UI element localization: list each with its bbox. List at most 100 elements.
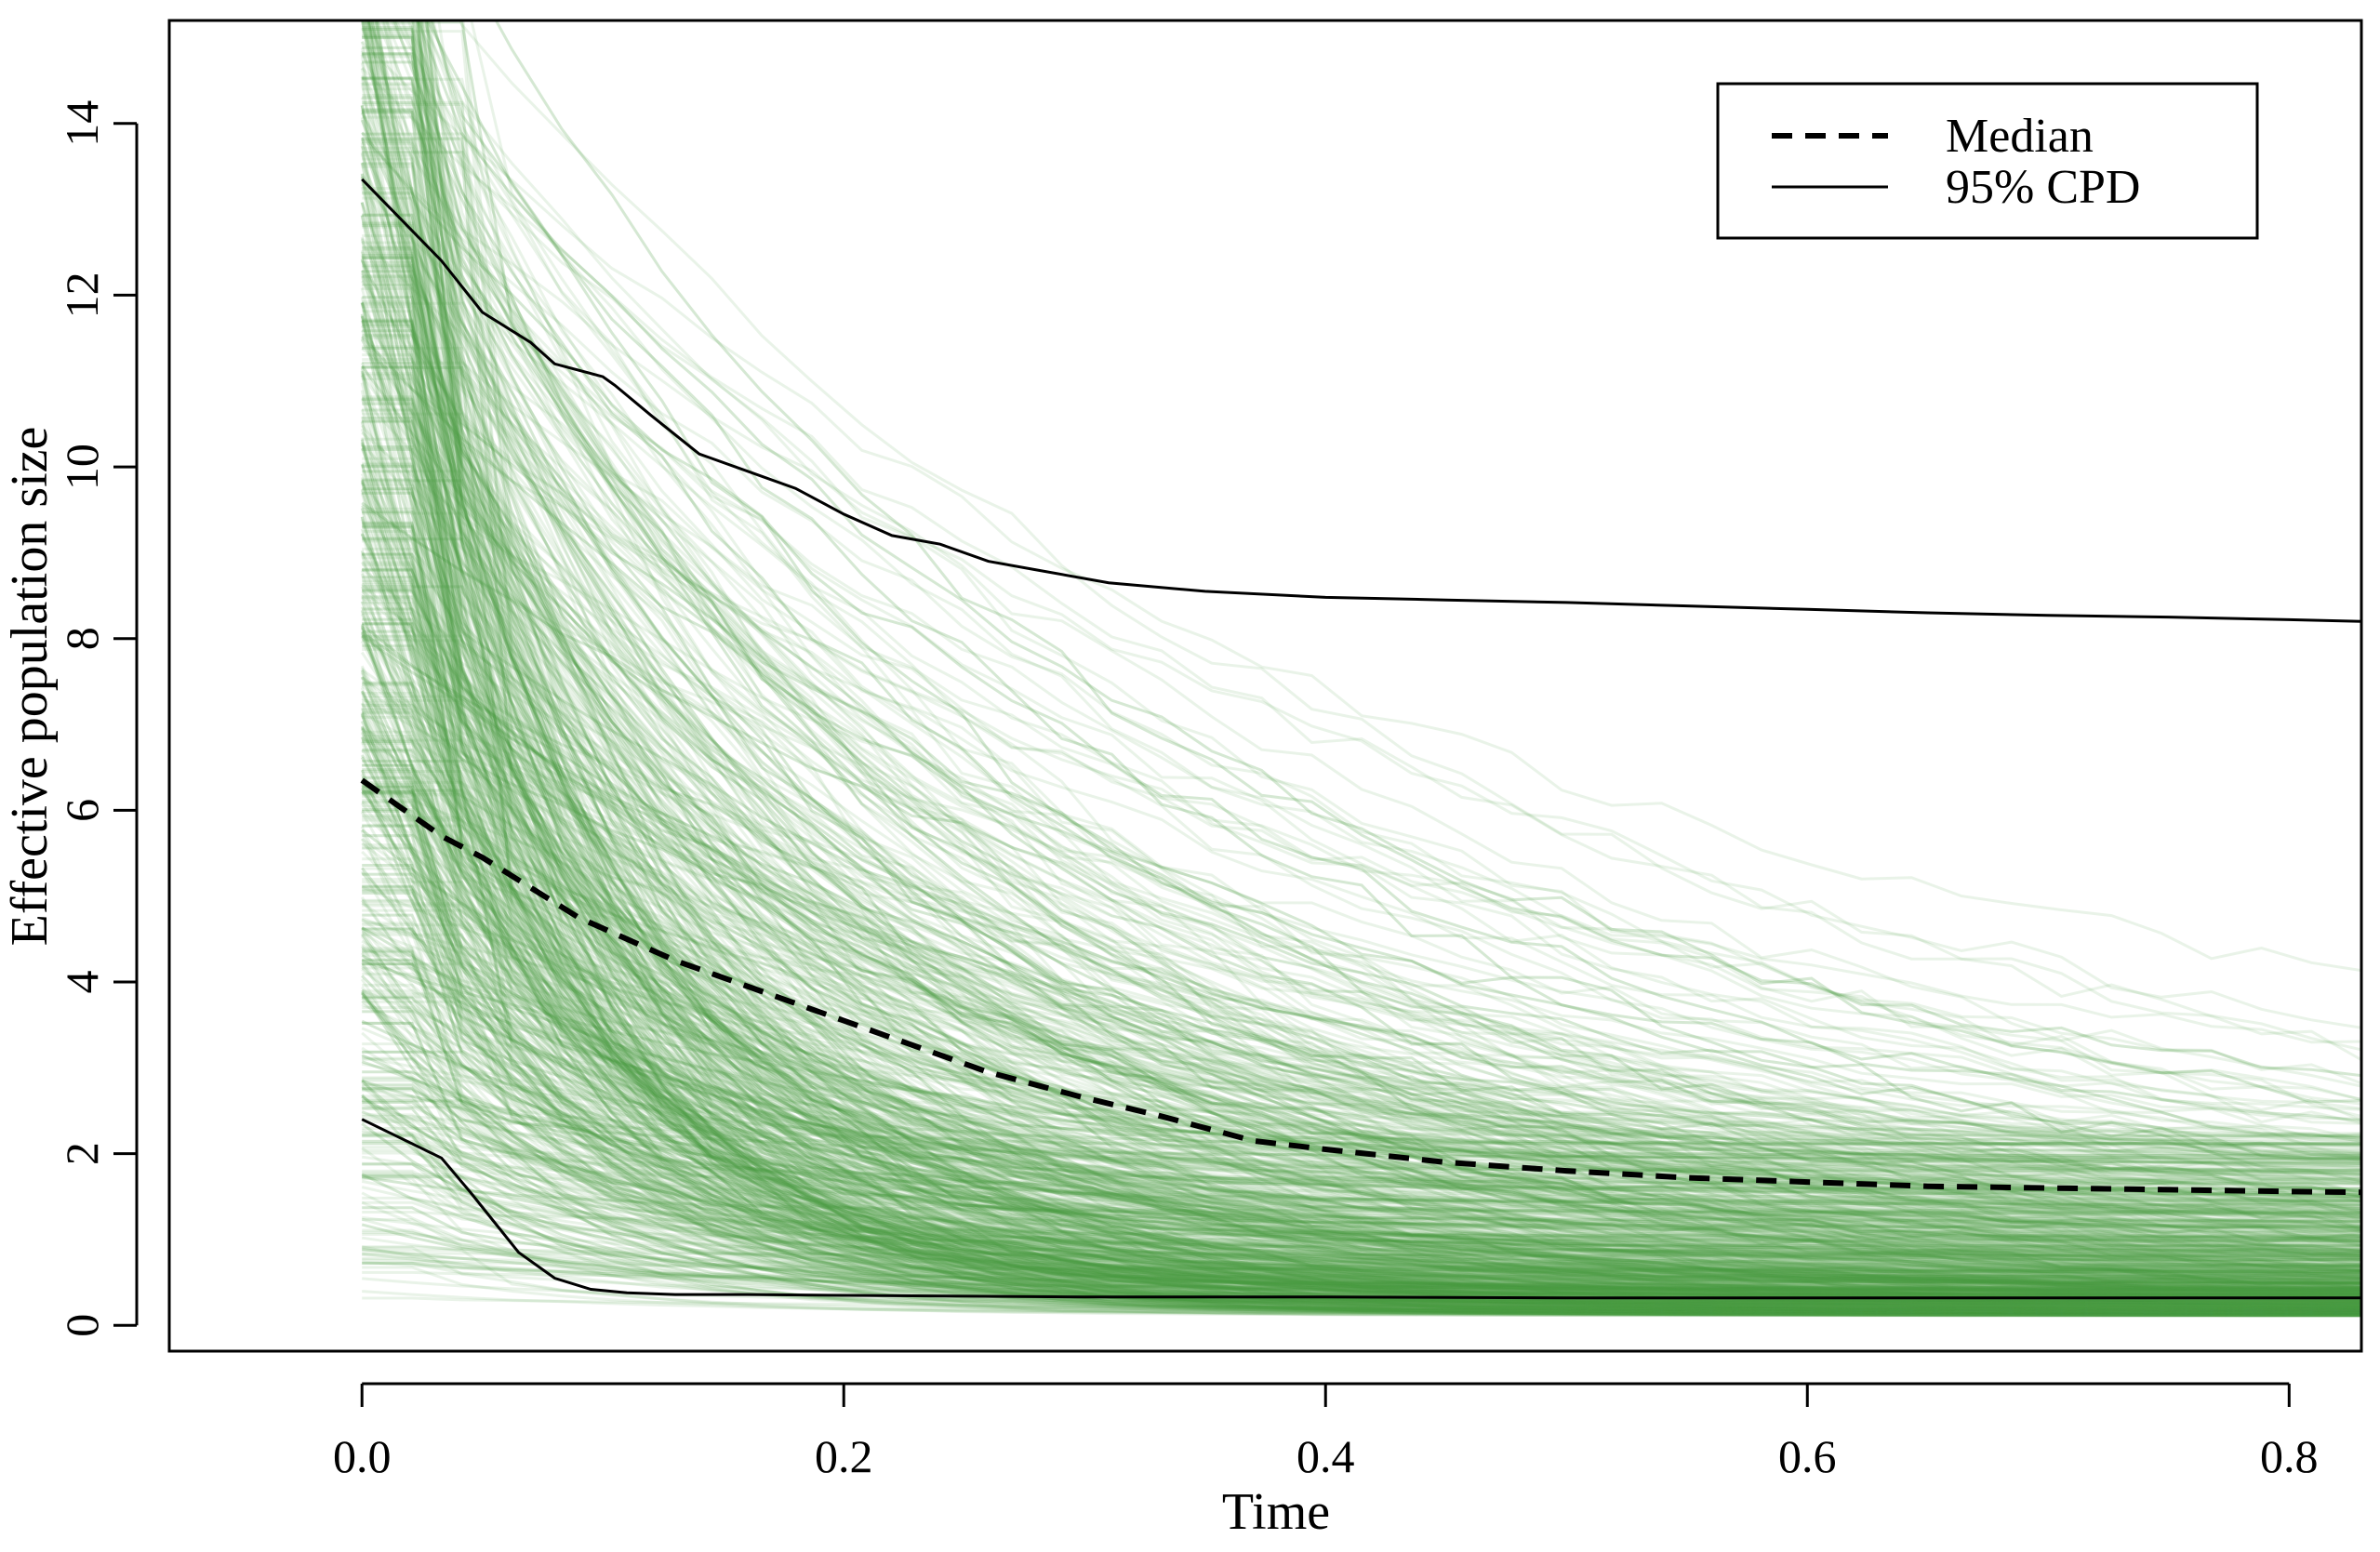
cpd-lower-line bbox=[361, 1118, 2361, 1300]
trajectory-line bbox=[360, 533, 2361, 1172]
trajectory-line bbox=[362, 568, 2361, 1253]
trajectory-line bbox=[361, 1095, 2361, 1238]
trajectory-line bbox=[361, 1054, 2361, 1289]
y-tick-label: 2 bbox=[56, 1142, 108, 1165]
trajectory-line bbox=[360, 613, 2361, 1280]
trajectory-line bbox=[362, 33, 2361, 1276]
trajectory-line bbox=[362, 1006, 2361, 1245]
trajectory-line bbox=[362, 333, 2361, 1121]
trajectory-line bbox=[362, 507, 2361, 1207]
trajectory-line bbox=[362, 789, 2361, 1210]
trajectory-line bbox=[362, 909, 2361, 1228]
trajectory-line bbox=[360, 176, 2361, 1314]
trajectory-line bbox=[364, 20, 2361, 1316]
trajectory-line bbox=[362, 707, 2361, 1228]
trajectory-line bbox=[360, 630, 2361, 1314]
trajectory-line bbox=[360, 447, 2361, 1312]
trajectory-line bbox=[362, 578, 2361, 1311]
trajectory-line bbox=[360, 601, 2361, 1293]
trajectory-line bbox=[361, 926, 2361, 1230]
trajectory-line bbox=[362, 1022, 2361, 1305]
trajectory-line bbox=[430, 20, 2361, 1183]
trajectory-line bbox=[361, 954, 2361, 1293]
trajectory-line bbox=[360, 714, 2361, 1223]
trajectory-line bbox=[360, 550, 2361, 1316]
trajectory-line bbox=[360, 313, 2361, 1276]
trajectory-line bbox=[360, 365, 2361, 1292]
trajectory-line bbox=[361, 501, 2361, 1161]
trajectory-line bbox=[420, 20, 2361, 1285]
trajectory-line bbox=[362, 256, 2361, 1306]
trajectory-line bbox=[362, 470, 2361, 1233]
trajectory-line bbox=[362, 704, 2361, 1214]
trajectory-line bbox=[361, 582, 2361, 1238]
trajectory-line bbox=[362, 461, 2361, 1230]
trajectory-line bbox=[362, 789, 2361, 1308]
trajectory-line bbox=[361, 986, 2361, 1310]
trajectory-line bbox=[362, 552, 2361, 1161]
trajectory-line bbox=[494, 20, 2361, 1078]
trajectory-line bbox=[362, 995, 2361, 1280]
y-tick-label: 0 bbox=[56, 1314, 108, 1337]
trajectory-line bbox=[362, 329, 2361, 1159]
trajectory-line bbox=[360, 516, 2361, 1292]
trajectory-line bbox=[360, 104, 2361, 1289]
trajectory-line bbox=[360, 725, 2361, 1285]
trajectory-line bbox=[362, 248, 2361, 1302]
trajectory-line bbox=[362, 153, 2361, 1281]
trajectory-line bbox=[360, 725, 2361, 1307]
trajectory-line bbox=[362, 996, 2361, 1277]
trajectory-line bbox=[362, 1131, 2361, 1282]
y-axis: 0 2 4 6 8 10 12 14 bbox=[56, 100, 139, 1337]
trajectory-line bbox=[362, 365, 2361, 1292]
trajectory-line bbox=[362, 1133, 2361, 1318]
trajectory-line bbox=[362, 276, 2361, 1125]
trajectory-line bbox=[361, 871, 2361, 1301]
trajectory-line bbox=[362, 989, 2361, 1307]
trajectory-line bbox=[362, 365, 2361, 1247]
trajectory-line bbox=[362, 782, 2361, 1313]
trajectory-line bbox=[416, 20, 2361, 1238]
trajectory-line bbox=[362, 407, 2361, 1248]
x-tick-label: 0.8 bbox=[2260, 1430, 2319, 1482]
trajectory-line bbox=[362, 302, 2361, 1297]
trajectory-line bbox=[362, 763, 2361, 1292]
trajectory-line bbox=[360, 711, 2361, 1137]
trajectory-line bbox=[362, 225, 2361, 1287]
trajectory-line bbox=[362, 1162, 2361, 1308]
trajectory-line bbox=[361, 749, 2361, 1254]
trajectory-line bbox=[360, 374, 2361, 1258]
trajectory-line bbox=[362, 825, 2361, 1315]
trajectory-line bbox=[362, 220, 2361, 1175]
trajectory-line bbox=[362, 834, 2361, 1317]
trajectory-line bbox=[362, 966, 2361, 1293]
trajectory-line bbox=[362, 214, 2361, 1157]
trajectory-line bbox=[362, 710, 2361, 1256]
trajectory-line bbox=[360, 533, 2361, 1281]
trajectory-line bbox=[425, 20, 2361, 1199]
trajectory-line bbox=[360, 365, 2361, 1254]
trajectory-line bbox=[362, 786, 2361, 1270]
trajectory-line bbox=[360, 240, 2361, 1255]
trajectory-line bbox=[362, 111, 2361, 1224]
trajectory-line bbox=[362, 775, 2361, 1296]
trajectory-line bbox=[360, 787, 2361, 1146]
trajectory-line bbox=[370, 20, 2361, 1315]
trajectory-line bbox=[419, 20, 2361, 1276]
trajectory-line bbox=[360, 480, 2361, 1296]
trajectory-line bbox=[361, 136, 2361, 1101]
trajectory-line bbox=[361, 930, 2361, 1254]
trajectory-line bbox=[392, 20, 2361, 1192]
trajectory-line bbox=[362, 883, 2361, 1291]
trajectory-line bbox=[362, 52, 2361, 1295]
trajectory-line bbox=[362, 1121, 2361, 1312]
trajectory-line bbox=[360, 302, 2361, 1273]
trajectory-line bbox=[360, 41, 2361, 1139]
trajectory-line bbox=[362, 76, 2361, 1272]
trajectory-line bbox=[360, 686, 2361, 1283]
trajectory-line bbox=[373, 20, 2361, 1314]
trajectory-line bbox=[362, 165, 2361, 1307]
trajectory-line bbox=[362, 139, 2361, 1236]
trajectory-line bbox=[360, 516, 2361, 1185]
trajectory-line bbox=[361, 838, 2361, 1289]
